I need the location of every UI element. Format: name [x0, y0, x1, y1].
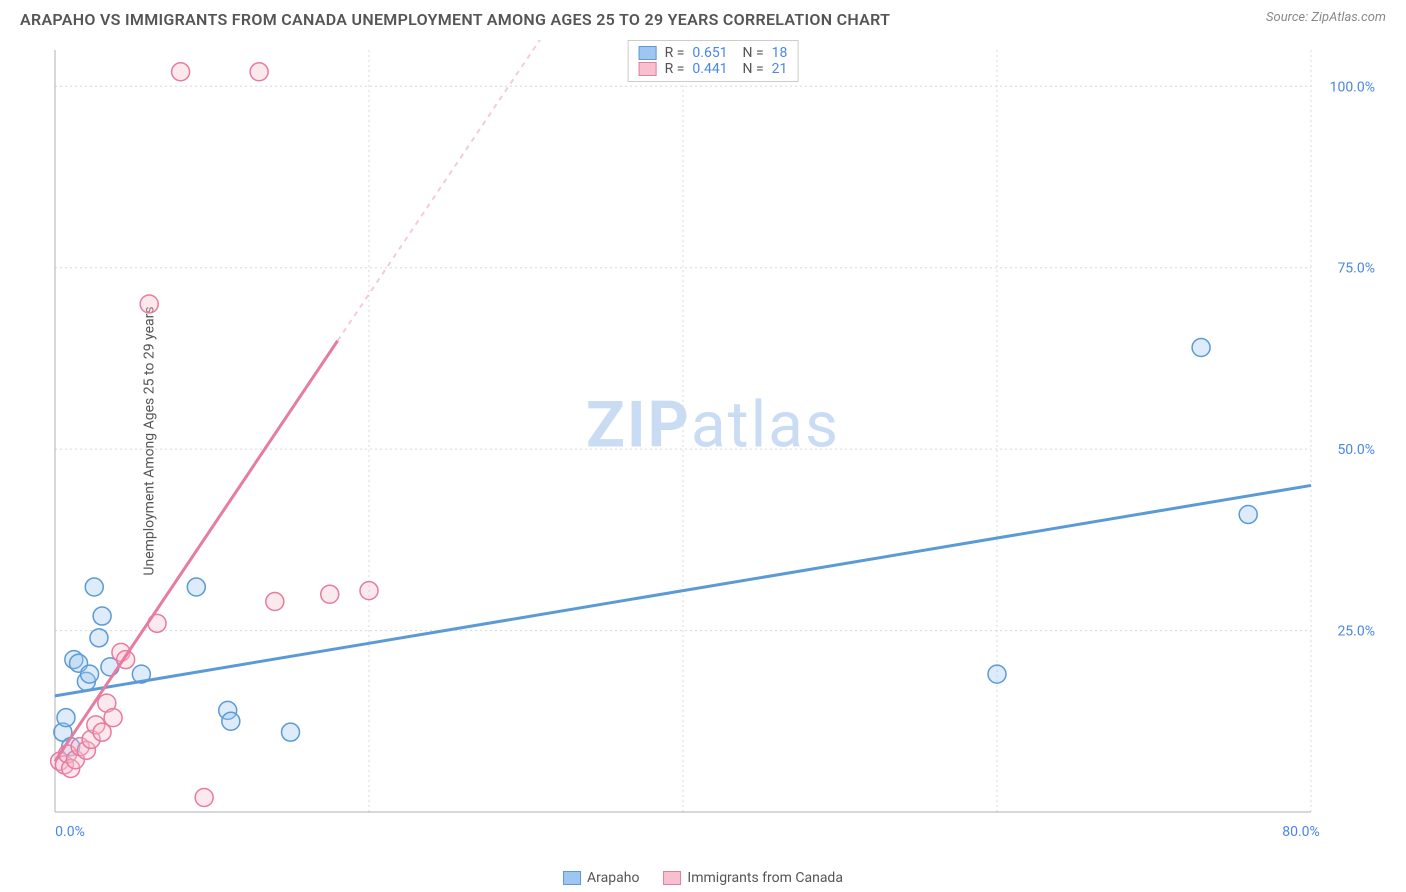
category-legend-label: Immigrants from Canada [687, 870, 843, 886]
stat-N-label: N = [736, 61, 764, 77]
legend-swatch [663, 871, 681, 885]
stat-R-value: 0.651 [692, 45, 727, 61]
svg-text:80.0%: 80.0% [1282, 824, 1320, 840]
stat-legend-row: R = 0.441 N = 21 [639, 61, 788, 77]
chart-title: ARAPAHO VS IMMIGRANTS FROM CANADA UNEMPL… [20, 10, 890, 29]
svg-text:0.0%: 0.0% [55, 824, 85, 840]
stat-N-value: 21 [772, 61, 788, 77]
category-legend: Arapaho Immigrants from Canada [563, 870, 843, 886]
legend-swatch [639, 62, 657, 76]
source-label: Source: ZipAtlas.com [1266, 10, 1386, 25]
svg-text:25.0%: 25.0% [1337, 624, 1375, 640]
svg-text:100.0%: 100.0% [1330, 79, 1375, 95]
category-legend-label: Arapaho [587, 870, 639, 886]
svg-text:50.0%: 50.0% [1337, 442, 1375, 458]
stat-legend-row: R = 0.651 N = 18 [639, 45, 788, 61]
legend-swatch [563, 871, 581, 885]
legend-swatch [639, 46, 657, 60]
category-legend-item: Immigrants from Canada [663, 870, 843, 886]
stat-R-value: 0.441 [692, 61, 727, 77]
stat-R-label: R = [665, 61, 685, 77]
category-legend-item: Arapaho [563, 870, 639, 886]
stat-N-label: N = [736, 45, 764, 61]
chart-svg: 25.0% 50.0% 75.0% 100.0% 0.0% 80.0% [45, 40, 1381, 842]
title-row: ARAPAHO VS IMMIGRANTS FROM CANADA UNEMPL… [0, 0, 1406, 29]
stat-legend: R = 0.651 N = 18R = 0.441 N = 21 [628, 40, 799, 82]
stat-N-value: 18 [772, 45, 788, 61]
svg-text:75.0%: 75.0% [1337, 261, 1375, 277]
stat-R-label: R = [665, 45, 685, 61]
plot-area: Unemployment Among Ages 25 to 29 years Z… [45, 40, 1381, 842]
